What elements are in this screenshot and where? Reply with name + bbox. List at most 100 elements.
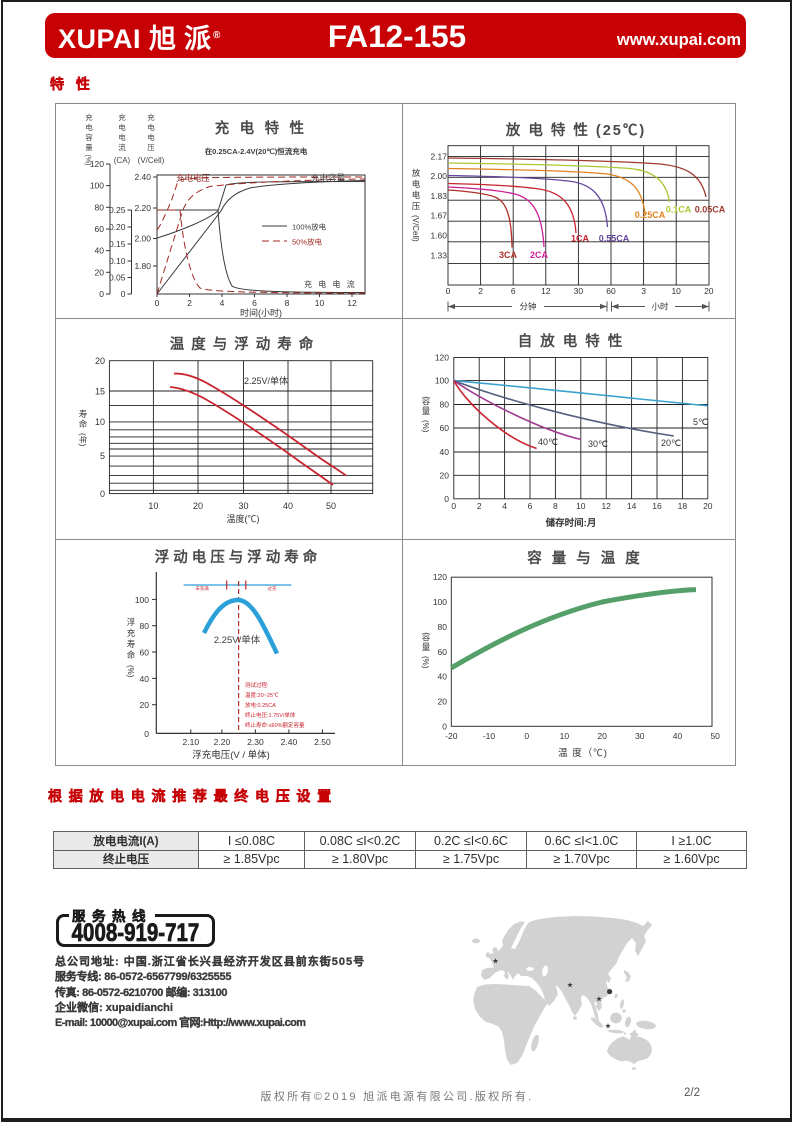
svg-text:-10: -10: [483, 731, 496, 741]
svg-text:命: 命: [79, 419, 88, 429]
svg-text:5℃: 5℃: [693, 417, 708, 427]
svg-text:2.10: 2.10: [183, 737, 200, 747]
svg-text:(CA): (CA): [114, 156, 131, 165]
svg-text:20: 20: [95, 356, 105, 366]
svg-text:充电容量: 充电容量: [311, 173, 346, 183]
svg-text:5: 5: [100, 451, 105, 461]
svg-text:(%): (%): [421, 420, 430, 433]
svg-text:20: 20: [95, 267, 105, 277]
svg-text:2.00: 2.00: [430, 171, 447, 181]
svg-text:12: 12: [601, 501, 611, 511]
svg-text:120: 120: [90, 159, 104, 169]
svg-text:电: 电: [85, 122, 93, 132]
svg-text:30: 30: [635, 731, 645, 741]
svg-text:过充: 过充: [268, 585, 277, 592]
svg-text:10: 10: [95, 417, 105, 427]
svg-text:1.83: 1.83: [430, 191, 447, 201]
svg-text:0.15: 0.15: [109, 239, 126, 249]
svg-text:充 电 电 流: 充 电 电 流: [304, 279, 357, 289]
svg-text:0: 0: [99, 289, 104, 299]
svg-text:80: 80: [440, 400, 450, 410]
svg-text:容 量 与 温 度: 容 量 与 温 度: [526, 549, 643, 567]
svg-text:18: 18: [678, 501, 688, 511]
svg-text:浮动电压与浮动寿命: 浮动电压与浮动寿命: [155, 548, 322, 566]
svg-text:压: 压: [147, 143, 155, 152]
svg-text:2.50: 2.50: [314, 737, 331, 747]
svg-text:10: 10: [560, 731, 570, 741]
svg-text:30: 30: [238, 501, 248, 511]
svg-text:20: 20: [140, 700, 150, 710]
svg-text:60: 60: [440, 423, 450, 433]
svg-text:10: 10: [576, 501, 586, 511]
svg-text:0.05CA: 0.05CA: [695, 205, 726, 215]
svg-text:2.25V/单体: 2.25V/单体: [214, 634, 261, 646]
svg-text:10: 10: [315, 298, 325, 308]
svg-text:2.20: 2.20: [134, 203, 151, 213]
svg-text:终止寿命:≤60%额定容量: 终止寿命:≤60%额定容量: [245, 721, 305, 729]
svg-text:50: 50: [326, 501, 336, 511]
svg-text:在0.25CA-2.4V(20℃)恒流充电: 在0.25CA-2.4V(20℃)恒流充电: [205, 146, 308, 156]
svg-text:0: 0: [524, 731, 529, 741]
svg-text:6: 6: [528, 501, 533, 511]
svg-text:2CA: 2CA: [530, 250, 549, 260]
svg-text:20: 20: [703, 501, 713, 511]
svg-text:2.30: 2.30: [247, 737, 264, 747]
svg-text:测试过程:: 测试过程:: [245, 681, 269, 689]
svg-text:0.25CA: 0.25CA: [635, 210, 666, 220]
svg-text:40℃: 40℃: [538, 437, 558, 447]
svg-text:温度:20~25℃: 温度:20~25℃: [245, 691, 279, 699]
svg-text:20: 20: [704, 286, 714, 296]
svg-text:寿: 寿: [127, 639, 136, 649]
svg-text:0: 0: [155, 298, 160, 308]
svg-text:温度(℃): 温度(℃): [227, 513, 260, 524]
svg-text:充电电压: 充电电压: [176, 173, 211, 183]
svg-text:终止电压:1.75V/单体: 终止电压:1.75V/单体: [245, 711, 296, 719]
svg-text:浮: 浮: [127, 617, 136, 627]
svg-text:2.00: 2.00: [134, 234, 151, 244]
svg-text:3: 3: [641, 286, 646, 296]
svg-text:容: 容: [422, 632, 431, 642]
svg-text:(年): (年): [78, 433, 88, 447]
svg-text:放电:0.25CA: 放电:0.25CA: [245, 701, 276, 709]
svg-text:80: 80: [438, 622, 448, 632]
svg-text:10: 10: [671, 286, 681, 296]
svg-text:40: 40: [440, 447, 450, 457]
svg-text:20: 20: [193, 501, 203, 511]
svg-text:100: 100: [433, 597, 447, 607]
svg-text:(%): (%): [126, 665, 135, 678]
svg-text:温 度（℃): 温 度（℃): [558, 747, 608, 759]
svg-text:充 电 特 性: 充 电 特 性: [215, 119, 308, 137]
svg-text:(%): (%): [84, 155, 91, 166]
svg-text:充: 充: [85, 112, 93, 122]
svg-text:120: 120: [435, 353, 449, 363]
svg-text:100: 100: [90, 181, 104, 191]
svg-text:0.1CA: 0.1CA: [666, 205, 692, 215]
svg-text:14: 14: [627, 501, 637, 511]
svg-text:(V/Cell): (V/Cell): [138, 156, 165, 165]
svg-text:60: 60: [438, 647, 448, 657]
svg-text:时间(小时): 时间(小时): [240, 307, 282, 318]
svg-text:电: 电: [412, 190, 421, 200]
svg-text:30℃: 30℃: [588, 439, 608, 449]
svg-text:寿: 寿: [79, 409, 88, 419]
svg-text:(%): (%): [421, 656, 430, 669]
svg-text:60: 60: [95, 224, 105, 234]
svg-text:4: 4: [502, 501, 507, 511]
svg-text:0.05: 0.05: [109, 273, 126, 283]
svg-text:0: 0: [121, 289, 126, 299]
svg-text:3CA: 3CA: [499, 250, 518, 260]
svg-text:80: 80: [140, 621, 150, 631]
svg-text:15: 15: [95, 386, 105, 396]
svg-text:分钟: 分钟: [519, 302, 536, 312]
svg-text:电: 电: [118, 122, 126, 132]
svg-text:1.80: 1.80: [134, 261, 151, 271]
svg-text:10: 10: [148, 501, 158, 511]
svg-text:未充满: 未充满: [195, 585, 209, 592]
svg-text:容: 容: [422, 396, 431, 406]
svg-text:充: 充: [147, 112, 155, 122]
svg-text:-20: -20: [445, 731, 458, 741]
svg-text:12: 12: [541, 286, 551, 296]
svg-text:命: 命: [127, 650, 136, 660]
svg-text:1CA: 1CA: [571, 234, 590, 244]
svg-text:充: 充: [127, 628, 136, 638]
